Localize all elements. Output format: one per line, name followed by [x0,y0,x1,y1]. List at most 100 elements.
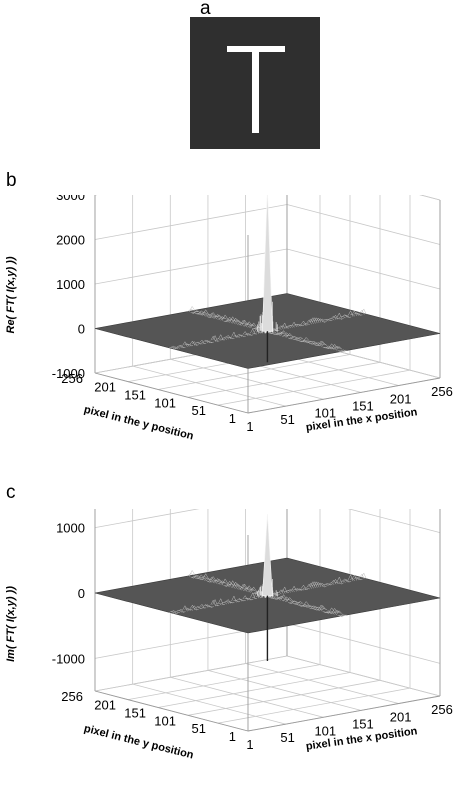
cross-band-x [229,336,235,339]
cross-band-x [287,589,293,593]
cross-band-x [342,314,348,318]
cross-band-y [200,311,208,316]
panel-a-letter: a [200,0,211,19]
cross-band-y [314,606,322,610]
cross-band-y [278,331,286,336]
cross-band-x [338,316,344,320]
cross-band-x [186,344,192,347]
cross-band-y [309,606,316,610]
cross-band-y [247,589,254,592]
cross-band-y [235,584,242,589]
cross-band-x [237,598,243,602]
panel-c-letter: c [6,482,16,503]
cross-band-x [284,591,290,593]
cross-band-y [339,349,346,353]
cross-band-y [268,595,275,599]
cross-band-y [313,607,320,611]
cross-band-y [187,573,194,577]
cross-band-y [223,584,230,587]
cross-band-x [188,608,194,611]
cross-band-x [208,340,214,344]
z-tick-label: 1000 [56,521,85,536]
cross-band-y [241,583,248,591]
cross-band-y [286,332,293,338]
cross-band-y [288,601,295,605]
cross-band-y [245,321,253,328]
letter-t-stem [252,49,259,133]
cross-band-x [180,345,186,349]
cross-band-x [346,579,352,583]
y-axis-label: pixel in the y position [83,723,195,762]
cross-band-x [361,572,367,579]
cross-band-y [236,586,244,590]
cross-band-y [250,322,257,329]
cross-band-x [321,319,327,323]
cross-band-y [330,612,337,614]
cross-band-x [314,581,320,588]
panel-b-letter: b [6,170,17,191]
cross-band-x [214,339,220,342]
y-floor-gridline [217,369,411,406]
x-floor-gridline [132,683,286,725]
cross-band-y [226,316,233,322]
cross-band-y [238,322,245,326]
cross-band-x [191,605,197,610]
cross-band-y [298,603,305,607]
cross-band-y [230,320,238,324]
cross-band-y [319,605,326,611]
cross-band-x [346,315,352,318]
cross-band-x [252,597,258,599]
cross-band-x [223,600,229,604]
cross-band-y [274,597,281,600]
cross-band-x [297,588,303,591]
x-tick-label: 151 [352,716,374,731]
cross-band-x [278,589,284,594]
cross-band-y [187,308,194,312]
cross-band-y [316,344,323,346]
cross-band-x [193,343,199,346]
cross-band-y [293,337,301,340]
cross-band-y [320,607,328,612]
cross-band-y [314,342,322,346]
cross-band-x [323,319,329,322]
cross-band-y [202,573,209,581]
cross-band-y [306,605,313,608]
cross-band-x [297,324,303,327]
x-tick-label: 151 [352,398,374,413]
cross-band-x [306,583,312,589]
cross-band-y [248,323,256,328]
y-floor-gridline [187,679,381,716]
cross-band-y [268,331,275,334]
cross-band-x [237,333,243,338]
cross-band-x [280,325,286,330]
y-tick-label: 51 [192,721,206,736]
cross-band-y [290,600,298,604]
cross-band-y [337,349,344,352]
panel-a: a [0,0,474,160]
x-floor-gridline [286,655,441,697]
z-tick-label: -1000 [52,366,85,381]
cross-band-y [229,316,236,323]
cross-band-y [214,313,221,319]
cross-band-x [351,310,358,317]
cross-band-x [334,317,340,320]
cross-band-y [295,338,302,341]
cross-band-x [299,324,305,326]
cross-band-x [357,577,363,581]
cross-band-x [284,326,290,329]
cross-band-y [298,339,305,343]
cross-band-y [296,600,304,605]
cross-band-y [310,341,317,344]
y-tick-label: 201 [94,380,116,395]
cross-band-y [215,314,223,320]
cross-band-y [334,610,341,615]
cross-band-x [293,588,299,592]
cross-band-y [205,579,212,582]
cross-band-y [212,315,220,319]
x-floor-gridline [170,676,324,718]
cross-band-y [192,311,199,314]
cross-band-y [274,332,281,335]
z-tick-label: 2000 [56,233,85,248]
